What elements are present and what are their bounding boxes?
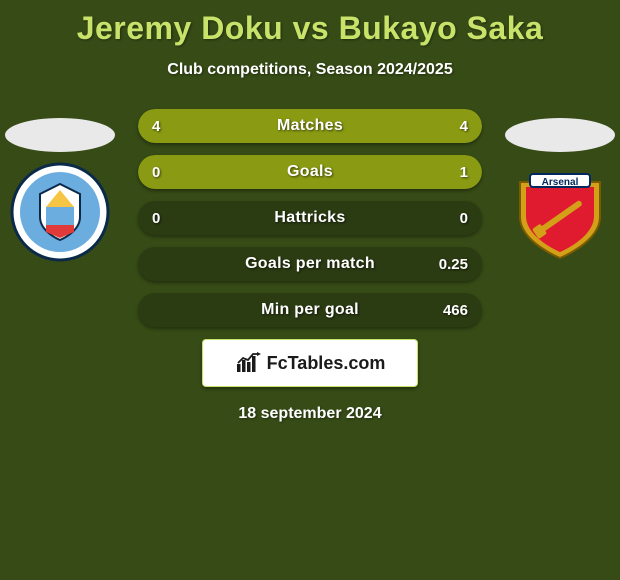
- stat-label: Goals: [138, 155, 482, 189]
- player-right-avatar: [505, 118, 615, 152]
- player-left-avatar: [5, 118, 115, 152]
- stat-label: Hattricks: [138, 201, 482, 235]
- club-badge-left: [10, 162, 110, 262]
- stat-label: Min per goal: [138, 293, 482, 327]
- stat-row: 01Goals: [138, 155, 482, 189]
- stat-row: 44Matches: [138, 109, 482, 143]
- brand-box[interactable]: FcTables.com: [202, 339, 418, 387]
- man-city-badge-icon: [10, 162, 110, 262]
- stats-bars: 44Matches 01Goals 00Hattricks 0.25Goals per…: [138, 109, 482, 327]
- subtitle: Club competitions, Season 2024/2025: [0, 61, 620, 79]
- player-left-slot: [0, 118, 120, 262]
- date-text: 18 september 2024: [0, 405, 620, 423]
- club-badge-right: Arsenal: [510, 162, 610, 262]
- stat-label: Goals per match: [138, 247, 482, 281]
- player-right-slot: Arsenal: [500, 118, 620, 262]
- brand-chart-icon: [235, 352, 261, 374]
- page-title: Jeremy Doku vs Bukayo Saka: [0, 0, 620, 47]
- brand-text: FcTables.com: [267, 353, 386, 374]
- stat-label: Matches: [138, 109, 482, 143]
- svg-text:Arsenal: Arsenal: [542, 177, 579, 188]
- stat-row: 0.25Goals per match: [138, 247, 482, 281]
- stat-row: 466Min per goal: [138, 293, 482, 327]
- arsenal-badge-icon: Arsenal: [510, 162, 610, 262]
- stat-row: 00Hattricks: [138, 201, 482, 235]
